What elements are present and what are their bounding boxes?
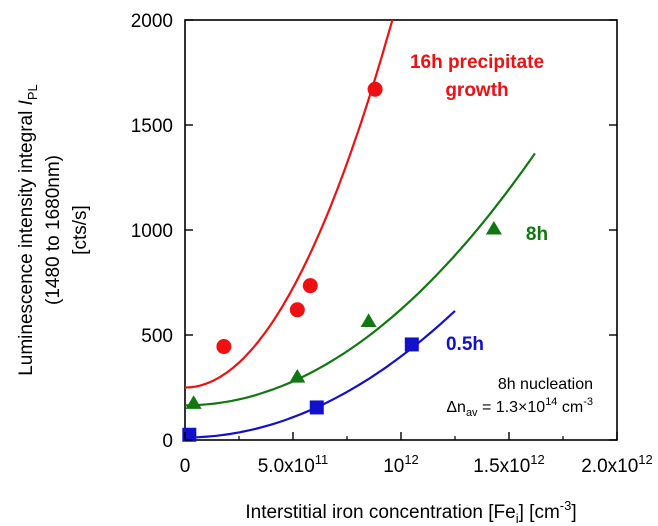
y-tick-label: 500 bbox=[141, 326, 173, 347]
y-tick-label: 1500 bbox=[131, 116, 173, 137]
data-point-triangle bbox=[185, 395, 202, 409]
x-tick-label: 1.5x1012 bbox=[473, 452, 545, 477]
annotation-nucleation: 8h nucleation bbox=[498, 376, 593, 393]
x-tick-label: 5.0x1011 bbox=[258, 452, 329, 477]
x-axis-ticks: 0 5.0x1011 1012 1.5x1012 2.0x1012 bbox=[180, 432, 653, 477]
x-axis-title: Interstitial iron concentration [Fei] [c… bbox=[245, 498, 576, 526]
data-point-circle bbox=[289, 302, 305, 318]
y-axis-title-line2: (1480 to 1680nm) bbox=[43, 155, 64, 305]
series-label-16h-line2: growth bbox=[445, 80, 508, 101]
y-axis-title-line1: Luminescence intensity integral IPL bbox=[16, 84, 40, 376]
data-point-square bbox=[182, 427, 197, 442]
x-tick-label: 1012 bbox=[383, 452, 419, 477]
annotation-density: Δnav = 1.3×1014 cm-3 bbox=[446, 396, 593, 419]
y-axis-title: Luminescence intensity integral IPL (148… bbox=[16, 84, 91, 376]
series-label-16h-line1: 16h precipitate bbox=[410, 52, 544, 73]
y-axis-title-line3: [cts/s] bbox=[70, 205, 91, 255]
fit-line-16h-precipitate-growth bbox=[184, 19, 394, 389]
y-tick-label: 0 bbox=[162, 431, 173, 452]
y-tick-label: 1000 bbox=[131, 221, 173, 242]
data-point-circle bbox=[216, 339, 232, 355]
data-point-triangle bbox=[485, 220, 502, 235]
data-point-square bbox=[309, 400, 324, 415]
y-tick-label: 2000 bbox=[131, 11, 173, 32]
data-point-circle bbox=[302, 278, 318, 294]
data-point-circle bbox=[367, 81, 383, 97]
x-tick-label: 2.0x1012 bbox=[581, 452, 653, 477]
data-point-triangle bbox=[360, 313, 377, 327]
series-label-8h: 8h bbox=[526, 224, 548, 245]
y-axis-ticks: 0 500 1000 1500 2000 bbox=[131, 11, 617, 452]
data-point-square bbox=[404, 337, 419, 352]
series-label-0-5h: 0.5h bbox=[446, 334, 484, 355]
fit-line-8h bbox=[184, 152, 536, 407]
x-tick-label: 0 bbox=[180, 456, 191, 477]
data-point-triangle bbox=[289, 369, 306, 383]
data-markers bbox=[182, 81, 502, 442]
